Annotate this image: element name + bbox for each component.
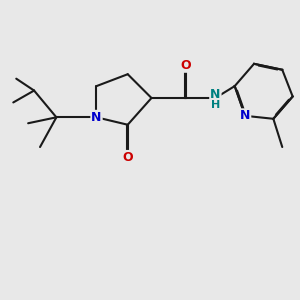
Text: O: O (180, 59, 191, 72)
Text: N: N (91, 111, 102, 124)
Text: N: N (240, 109, 250, 122)
Text: O: O (122, 151, 133, 164)
Text: N: N (210, 88, 220, 100)
Text: H: H (211, 100, 220, 110)
